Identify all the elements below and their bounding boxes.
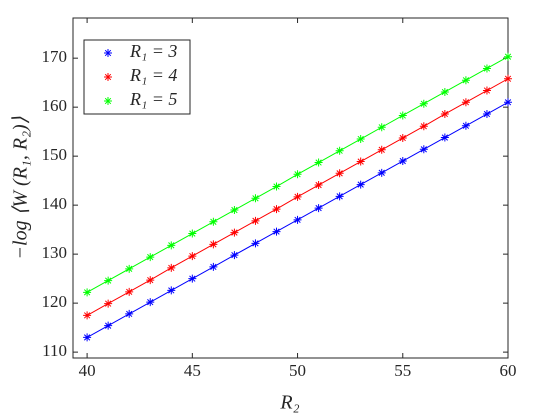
data-point xyxy=(504,98,512,107)
data-point xyxy=(293,215,302,224)
data-point xyxy=(188,229,197,238)
legend-label: R₁ = 5 xyxy=(129,89,177,109)
data-point xyxy=(356,135,365,144)
y-tick-label: 160 xyxy=(42,96,68,115)
legend-box xyxy=(83,39,191,115)
data-point xyxy=(146,253,155,262)
data-point xyxy=(272,227,281,236)
x-tick-label: 50 xyxy=(289,361,306,380)
y-tick-label: 110 xyxy=(42,341,67,360)
legend-marker xyxy=(104,49,112,57)
x-axis-label: R₂ xyxy=(279,392,299,414)
data-point xyxy=(461,121,470,130)
data-point xyxy=(230,228,239,237)
data-point xyxy=(188,252,197,261)
data-point xyxy=(461,98,470,107)
legend-label: R₁ = 3 xyxy=(129,41,177,61)
data-point xyxy=(104,321,113,330)
data-point xyxy=(146,298,155,307)
x-tick-label: 40 xyxy=(79,361,96,380)
data-point xyxy=(440,133,449,142)
data-point xyxy=(83,311,92,320)
data-point xyxy=(398,157,407,166)
x-tick-label: 60 xyxy=(500,361,517,380)
data-point xyxy=(419,145,428,154)
data-point xyxy=(419,122,428,131)
data-point xyxy=(272,205,281,214)
x-tick-label: 55 xyxy=(394,361,411,380)
legend-marker xyxy=(104,73,112,81)
data-point xyxy=(251,239,260,248)
data-point xyxy=(167,286,176,295)
data-point xyxy=(356,180,365,189)
data-point xyxy=(125,309,134,318)
data-point xyxy=(377,168,386,177)
legend-marker xyxy=(104,97,112,105)
data-point xyxy=(167,241,176,250)
data-point xyxy=(251,216,260,225)
data-point xyxy=(335,169,344,178)
data-point xyxy=(482,86,491,95)
data-point xyxy=(482,64,491,73)
data-point xyxy=(356,157,365,166)
data-point xyxy=(146,276,155,285)
y-tick-label: 150 xyxy=(42,145,68,164)
data-point xyxy=(440,110,449,119)
data-point xyxy=(419,99,428,108)
data-point xyxy=(188,274,197,283)
data-point xyxy=(167,263,176,272)
data-point xyxy=(104,299,113,308)
y-tick-label: 130 xyxy=(42,243,68,262)
y-tick-label: 170 xyxy=(42,47,68,66)
data-point xyxy=(230,251,239,260)
data-point xyxy=(482,110,491,119)
data-point xyxy=(230,206,239,215)
data-point xyxy=(314,158,323,167)
data-point xyxy=(314,204,323,213)
y-tick-label: 120 xyxy=(42,292,68,311)
data-point xyxy=(440,87,449,96)
data-point xyxy=(251,194,260,203)
data-point xyxy=(293,170,302,179)
x-tick-label: 45 xyxy=(184,361,201,380)
data-point xyxy=(504,52,512,61)
data-point xyxy=(398,134,407,143)
data-point xyxy=(461,76,470,85)
data-point xyxy=(83,333,92,342)
data-point xyxy=(335,146,344,155)
y-axis-label: −log ⟨W (R₁, R₂)⟩ xyxy=(10,116,32,259)
data-point xyxy=(125,264,134,273)
data-point xyxy=(293,192,302,201)
data-point xyxy=(272,182,281,191)
data-point xyxy=(314,181,323,190)
data-point xyxy=(335,192,344,201)
data-point xyxy=(104,276,113,285)
legend-label: R₁ = 4 xyxy=(129,65,177,85)
data-point xyxy=(377,145,386,154)
data-point xyxy=(209,217,218,226)
data-point xyxy=(125,287,134,296)
data-point xyxy=(398,111,407,120)
data-point xyxy=(504,74,512,83)
data-point xyxy=(83,288,92,297)
data-point xyxy=(377,123,386,132)
data-point xyxy=(209,240,218,249)
y-tick-label: 140 xyxy=(42,194,68,213)
data-point xyxy=(209,262,218,271)
